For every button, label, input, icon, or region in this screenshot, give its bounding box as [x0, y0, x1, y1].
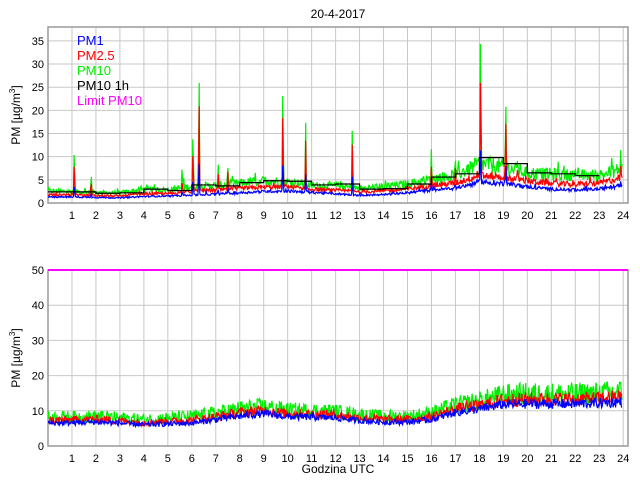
x-tick-label: 3 — [117, 453, 123, 465]
x-tick-label: 14 — [377, 453, 389, 465]
legend-entry: PM10 1h — [77, 78, 129, 93]
x-tick-label: 6 — [189, 210, 195, 222]
x-tick-label: 17 — [449, 453, 461, 465]
series-line-pm10 — [48, 43, 623, 197]
y-axis-label-bracket: ] — [9, 328, 23, 331]
x-tick-label: 12 — [329, 453, 341, 465]
y-tick-label: 5 — [38, 175, 44, 187]
x-tick-label: 6 — [189, 453, 195, 465]
x-tick-label: 5 — [165, 453, 171, 465]
y-tick-label: 15 — [32, 129, 44, 141]
x-tick-label: 16 — [425, 210, 437, 222]
legend-entry: Limit PM10 — [77, 93, 142, 108]
x-tick-label: 20 — [521, 453, 533, 465]
x-tick-label: 23 — [593, 453, 605, 465]
y-tick-label: 35 — [32, 36, 44, 48]
x-tick-label: 11 — [306, 210, 317, 222]
y-tick-label: 25 — [32, 82, 44, 94]
series-group — [48, 381, 623, 429]
x-tick-label: 4 — [141, 453, 147, 465]
y-axis-label-superscript: 3 — [8, 88, 17, 93]
x-tick-label: 7 — [213, 210, 219, 222]
x-tick-label: 5 — [165, 210, 171, 222]
x-tick-label: 8 — [237, 210, 243, 222]
series-line-pm1 — [48, 150, 623, 200]
x-tick-label: 17 — [449, 210, 461, 222]
y-axis-label-bracket: ] — [9, 85, 23, 88]
y-tick-label: 20 — [32, 371, 44, 383]
y-tick-label: 40 — [32, 300, 44, 312]
y-tick-label: 50 — [32, 265, 44, 277]
y-tick-label: 10 — [32, 152, 44, 164]
chart-title: 20-4-2017 — [311, 7, 366, 21]
x-tick-label: 12 — [329, 210, 341, 222]
y-axis-label: PM [µg/m3] — [8, 85, 23, 144]
x-tick-label: 24 — [617, 210, 629, 222]
x-tick-label: 24 — [617, 453, 629, 465]
x-tick-label: 4 — [141, 210, 147, 222]
x-tick-label: 23 — [593, 210, 605, 222]
y-tick-label: 0 — [38, 198, 44, 210]
x-tick-label: 16 — [425, 453, 437, 465]
y-tick-label: 30 — [32, 59, 44, 71]
x-tick-label: 20 — [521, 210, 533, 222]
x-tick-label: 21 — [545, 210, 557, 222]
legend-entry: PM1 — [77, 33, 104, 48]
x-tick-label: 22 — [569, 453, 581, 465]
legend-entry: PM10 — [77, 63, 111, 78]
x-tick-label: 2 — [93, 453, 99, 465]
x-tick-label: 22 — [569, 210, 581, 222]
x-axis-label: Godzina UTC — [302, 462, 375, 476]
bottom-chart: 1 2 3 4 5 6 7 8 9 10 11 12 13 14 15 16 17 18 19 20 21 22 23 240… — [8, 265, 629, 465]
legend-entry: PM2.5 — [77, 48, 115, 63]
x-tick-label: 21 — [545, 453, 557, 465]
y-tick-label: 10 — [32, 406, 44, 418]
series-line-pm1 — [48, 396, 623, 429]
x-tick-label: 14 — [377, 210, 389, 222]
series-group — [48, 43, 623, 200]
y-tick-label: 0 — [38, 441, 44, 453]
x-tick-label: 15 — [401, 210, 413, 222]
x-tick-label: 8 — [237, 453, 243, 465]
x-tick-label: 15 — [401, 453, 413, 465]
series-line-pm10-1h — [48, 157, 600, 194]
plot-frame — [47, 26, 629, 204]
x-tick-label: 1 — [69, 210, 75, 222]
x-tick-label: 7 — [213, 453, 219, 465]
x-tick-label: 10 — [282, 453, 294, 465]
x-tick-label: 3 — [117, 210, 123, 222]
x-tick-label: 10 — [282, 210, 294, 222]
x-tick-label: 9 — [261, 210, 267, 222]
y-tick-label: 30 — [32, 335, 44, 347]
x-tick-label: 19 — [497, 453, 509, 465]
x-tick-label: 1 — [69, 453, 75, 465]
y-axis-label-superscript: 3 — [8, 331, 17, 336]
y-tick-label: 20 — [32, 105, 44, 117]
x-tick-label: 18 — [473, 210, 485, 222]
y-axis-label: PM [µg/m3] — [8, 328, 23, 387]
x-tick-label: 18 — [473, 453, 485, 465]
x-tick-label: 13 — [353, 453, 365, 465]
x-tick-label: 13 — [353, 210, 365, 222]
x-tick-label: 19 — [497, 210, 509, 222]
top-chart: 1 2 3 4 5 6 7 8 9 10 11 12 13 14 15 16 17 18 19 20 21 22 23 240… — [8, 26, 629, 222]
x-tick-label: 9 — [261, 453, 267, 465]
x-tick-label: 11 — [306, 453, 317, 465]
x-tick-label: 2 — [93, 210, 99, 222]
